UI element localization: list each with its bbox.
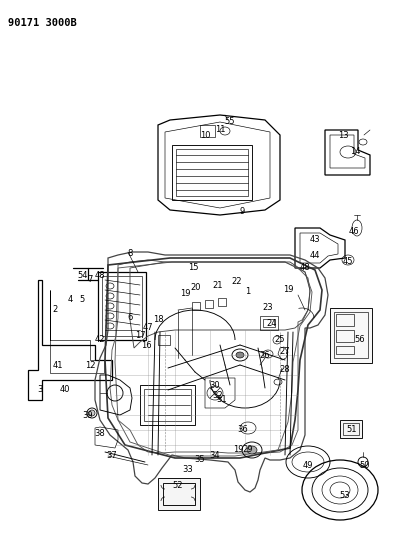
- Text: 26: 26: [260, 351, 270, 359]
- Text: 41: 41: [53, 361, 63, 370]
- Text: 37: 37: [107, 450, 118, 459]
- Text: 12: 12: [85, 360, 95, 369]
- Text: 49: 49: [303, 461, 313, 470]
- Bar: [340, 420, 362, 438]
- Bar: [336, 330, 354, 342]
- Text: 29: 29: [243, 446, 253, 455]
- Text: 45: 45: [343, 257, 353, 266]
- Bar: [163, 483, 195, 505]
- Bar: [260, 316, 278, 330]
- Bar: [205, 300, 213, 308]
- Text: 25: 25: [275, 335, 285, 343]
- Text: 1: 1: [245, 287, 251, 296]
- Text: 30: 30: [210, 381, 220, 390]
- Bar: [140, 385, 195, 425]
- Bar: [98, 272, 146, 340]
- Text: 33: 33: [183, 465, 193, 474]
- Text: 34: 34: [210, 450, 220, 459]
- Text: 56: 56: [355, 335, 365, 344]
- Text: 13: 13: [338, 131, 348, 140]
- Text: 54: 54: [78, 271, 88, 280]
- Bar: [102, 276, 142, 336]
- Text: 4: 4: [67, 295, 73, 304]
- Bar: [334, 312, 368, 358]
- Ellipse shape: [236, 352, 244, 358]
- Bar: [343, 423, 359, 435]
- Text: 35: 35: [195, 456, 205, 464]
- Text: 38: 38: [94, 429, 105, 438]
- Text: 52: 52: [173, 481, 183, 489]
- Ellipse shape: [232, 349, 248, 361]
- Bar: [200, 125, 215, 137]
- Text: 22: 22: [232, 278, 242, 287]
- Text: 47: 47: [143, 324, 153, 333]
- Bar: [172, 145, 252, 200]
- Text: 36: 36: [238, 425, 249, 434]
- Text: 21: 21: [213, 280, 223, 289]
- Text: 27: 27: [280, 348, 290, 357]
- Text: 50: 50: [360, 461, 370, 470]
- Text: 48: 48: [95, 271, 105, 280]
- Text: 55: 55: [225, 117, 235, 126]
- Bar: [330, 308, 372, 363]
- Text: 17: 17: [135, 330, 145, 340]
- Text: 8: 8: [127, 248, 133, 257]
- Text: 43: 43: [310, 236, 320, 245]
- Text: 32: 32: [213, 391, 223, 400]
- Ellipse shape: [247, 446, 257, 454]
- Text: 2: 2: [52, 305, 58, 314]
- Text: 19: 19: [180, 288, 190, 297]
- Text: 11: 11: [215, 125, 225, 134]
- Text: 3: 3: [37, 385, 43, 394]
- Text: 90171 3000B: 90171 3000B: [8, 18, 77, 28]
- Bar: [144, 389, 191, 421]
- Bar: [176, 149, 248, 196]
- Bar: [158, 478, 200, 510]
- Text: 46: 46: [349, 228, 359, 237]
- Bar: [158, 335, 170, 345]
- Text: 23: 23: [263, 303, 273, 312]
- Text: 19: 19: [283, 286, 293, 295]
- Text: 40: 40: [60, 385, 70, 394]
- Text: 15: 15: [188, 263, 198, 272]
- Text: 19: 19: [233, 446, 243, 455]
- Text: 20: 20: [191, 282, 201, 292]
- Text: 10: 10: [200, 131, 210, 140]
- Text: 9: 9: [239, 207, 245, 216]
- Text: 48: 48: [300, 263, 310, 272]
- Text: 51: 51: [347, 425, 357, 434]
- Bar: [192, 302, 200, 310]
- Text: 42: 42: [95, 335, 105, 344]
- Bar: [336, 314, 354, 326]
- Text: 53: 53: [340, 490, 350, 499]
- Text: 5: 5: [79, 295, 85, 304]
- Bar: [263, 319, 275, 327]
- Text: 31: 31: [217, 395, 227, 405]
- Text: 14: 14: [350, 148, 360, 157]
- Bar: [218, 298, 226, 306]
- Text: 18: 18: [153, 316, 163, 325]
- Text: 39: 39: [83, 410, 93, 419]
- Text: 16: 16: [141, 341, 151, 350]
- Text: 28: 28: [280, 366, 290, 375]
- Ellipse shape: [89, 410, 95, 416]
- Text: 7: 7: [87, 276, 93, 285]
- Text: 44: 44: [310, 251, 320, 260]
- Text: 6: 6: [127, 313, 133, 322]
- Bar: [336, 346, 354, 354]
- Text: 24: 24: [267, 319, 277, 327]
